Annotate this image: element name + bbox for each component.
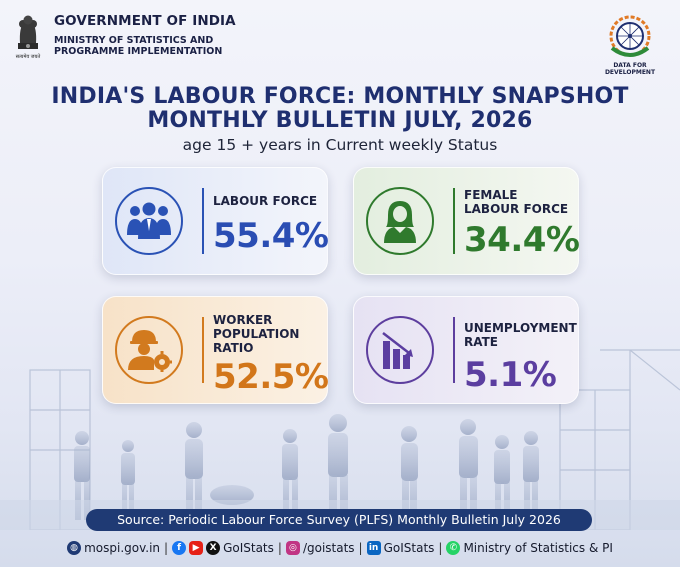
separator: | — [277, 541, 282, 555]
unemployment-rate-label-line1: UNEMPLOYMENT — [464, 321, 577, 335]
ministry-line2: PROGRAMME IMPLEMENTATION — [54, 46, 223, 57]
labour-force-label: LABOUR FORCE — [213, 194, 318, 208]
source-banner: Source: Periodic Labour Force Survey (PL… — [86, 509, 592, 531]
whatsapp-channel[interactable]: Ministry of Statistics & PI — [463, 541, 613, 555]
unemployment-rate-value: 5.1% — [464, 355, 557, 395]
ministry-line1: MINISTRY OF STATISTICS AND — [54, 35, 214, 46]
worker-population-ratio-label-line2: POPULATION — [213, 327, 300, 341]
worker-gear-icon — [115, 316, 183, 384]
linkedin-handle[interactable]: GoIStats — [383, 541, 435, 555]
worker-population-ratio-card: WORKER POPULATION RATIO 52.5% — [102, 296, 329, 404]
people-group-icon — [115, 187, 183, 255]
card-divider — [202, 317, 204, 383]
website-link[interactable]: mospi.gov.in — [84, 541, 161, 555]
x-icon[interactable]: X — [206, 541, 221, 555]
page-title-line2: MONTHLY BULLETIN JULY, 2026 — [147, 108, 533, 133]
globe-icon: ◍ — [67, 541, 82, 555]
female-labour-force-label-line1: FEMALE — [464, 188, 518, 202]
labour-force-value: 55.4% — [213, 216, 329, 256]
ashoka-chakra-logo-icon — [609, 15, 651, 57]
worker-population-ratio-value: 52.5% — [213, 357, 329, 397]
social-handle-goistats[interactable]: GoIStats — [223, 541, 274, 555]
female-labour-force-label-line2: LABOUR FORCE — [464, 202, 569, 216]
worker-population-ratio-label-line1: WORKER — [213, 313, 273, 327]
declining-bar-chart-icon — [366, 316, 434, 384]
page-subtitle: age 15 + years in Current weekly Status — [182, 136, 498, 154]
separator: | — [164, 541, 169, 555]
linkedin-icon[interactable]: in — [366, 541, 381, 555]
footer-social-bar: ◍ mospi.gov.in | f ▶ X GoIStats | ◎ /goi… — [0, 541, 680, 555]
separator: | — [358, 541, 363, 555]
whatsapp-icon[interactable]: ✆ — [446, 541, 461, 555]
worker-population-ratio-label-line3: RATIO — [213, 341, 254, 355]
national-emblem-icon: सत्यमेव जयते — [16, 15, 41, 60]
female-labour-force-card: FEMALE LABOUR FORCE 34.4% — [353, 167, 580, 275]
page-title-line1: INDIA'S LABOUR FORCE: MONTHLY SNAPSHOT — [51, 84, 629, 109]
unemployment-rate-card: UNEMPLOYMENT RATE 5.1% — [353, 296, 579, 404]
female-labour-force-value: 34.4% — [464, 220, 580, 260]
card-divider — [202, 188, 204, 254]
unemployment-rate-label-line2: RATE — [464, 335, 498, 349]
labour-force-card: LABOUR FORCE 55.4% — [102, 167, 329, 275]
emblem-motto: सत्यमेव जयते — [16, 53, 41, 60]
card-divider — [453, 317, 455, 383]
gov-title: GOVERNMENT OF INDIA — [54, 13, 236, 29]
mospi-logo: DATA FOR DEVELOPMENT — [600, 14, 660, 76]
woman-icon — [366, 187, 434, 255]
separator: | — [438, 541, 443, 555]
youtube-icon[interactable]: ▶ — [189, 541, 204, 555]
instagram-icon[interactable]: ◎ — [285, 541, 300, 555]
card-divider — [453, 188, 455, 254]
instagram-handle[interactable]: /goistats — [302, 541, 355, 555]
facebook-icon[interactable]: f — [172, 541, 187, 555]
government-header: सत्यमेव जयते GOVERNMENT OF INDIA MINISTR… — [10, 10, 236, 62]
logo-caption: DATA FOR DEVELOPMENT — [604, 62, 656, 76]
